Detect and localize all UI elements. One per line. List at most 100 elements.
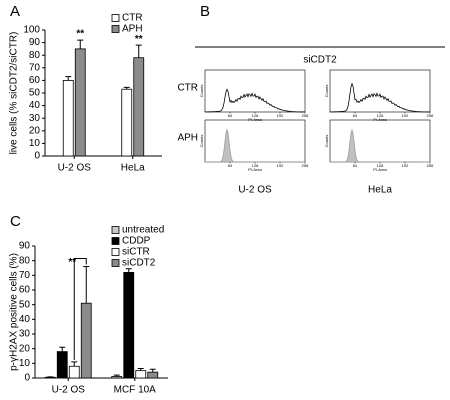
y-tick-label: 40 <box>29 100 41 111</box>
x-tick-label: 128 <box>252 113 259 118</box>
error-bar <box>137 367 144 371</box>
x-tick-label: 64 <box>228 113 233 118</box>
x-axis-label: PI-Area <box>248 167 262 172</box>
column-label: U-2 OS <box>238 185 272 196</box>
legend-swatch <box>111 14 120 22</box>
y-tick-label: 10 <box>19 358 31 369</box>
bar <box>133 57 145 157</box>
panel-label: B <box>200 3 210 20</box>
x-tick-label: 128 <box>377 163 384 168</box>
error-bar <box>125 268 132 273</box>
x-tick-label: U-2 OS <box>58 163 92 174</box>
legend-swatch <box>111 259 120 267</box>
panel-label: C <box>10 213 21 230</box>
error-bar <box>77 39 84 49</box>
y-axis-label: p-γH2AX positive cells (%) <box>9 253 20 371</box>
legend-label: siCTR <box>122 247 150 258</box>
x-tick-label: 64 <box>353 163 358 168</box>
column-label: HeLa <box>368 185 392 196</box>
y-tick-label: 90 <box>29 37 41 48</box>
histogram-frame <box>329 69 431 113</box>
legend-label: untreated <box>122 225 164 236</box>
y-tick-label: 30 <box>29 113 41 124</box>
y-tick-label: 20 <box>29 125 41 136</box>
x-axis-label: PI-Area <box>373 167 387 172</box>
error-bar <box>149 368 156 373</box>
x-axis-label: PI-Area <box>248 117 262 122</box>
y-tick-label: 0 <box>34 151 40 162</box>
legend-label: CDDP <box>122 236 151 247</box>
legend-swatch <box>111 25 120 33</box>
x-tick-label: 64 <box>353 113 358 118</box>
panel-label: A <box>10 3 20 20</box>
histogram <box>205 128 305 163</box>
bar <box>62 80 74 157</box>
row-label: APH <box>177 133 198 144</box>
x-tick-label: 192 <box>277 163 284 168</box>
x-tick-label: 256 <box>427 163 434 168</box>
y-tick-label: 50 <box>19 299 31 310</box>
error-bar <box>113 374 120 377</box>
x-axis-label: PI-Area <box>373 117 387 122</box>
bar <box>56 351 68 379</box>
histogram <box>329 82 431 113</box>
x-tick-label: 128 <box>377 113 384 118</box>
error-bar <box>65 76 72 81</box>
significance: ** <box>68 257 76 268</box>
error-bar <box>123 86 130 90</box>
flow-title: siCDT2 <box>303 55 337 66</box>
histogram-frame <box>204 69 306 113</box>
legend-swatch <box>111 248 120 256</box>
x-tick-label: 256 <box>302 163 309 168</box>
x-tick-label: 256 <box>302 113 309 118</box>
error-bar <box>83 266 90 304</box>
x-tick-label: 192 <box>277 113 284 118</box>
y-tick-label: 60 <box>29 75 41 86</box>
histogram <box>330 128 430 163</box>
bar <box>121 88 133 157</box>
bar <box>74 48 86 157</box>
y-tick-label: 20 <box>19 343 31 354</box>
y-tick-label: 60 <box>19 285 31 296</box>
y-tick-label: 100 <box>23 25 40 36</box>
y-tick-label: 0 <box>24 373 30 384</box>
x-tick-label: MCF 10A <box>114 385 157 396</box>
y-axis-label: Counts <box>324 135 329 148</box>
bar <box>44 376 56 379</box>
legend-swatch <box>111 226 120 234</box>
x-tick-label: U-2 OS <box>52 385 86 396</box>
histogram <box>204 88 306 113</box>
significance: ** <box>135 34 143 45</box>
legend-label: CTR <box>122 13 143 24</box>
bar <box>147 371 159 379</box>
y-axis-label: Counts <box>199 135 204 148</box>
legend-label: APH <box>122 24 143 35</box>
legend-label: siCDT2 <box>122 258 156 269</box>
bar <box>123 271 135 379</box>
y-axis-label: Counts <box>199 85 204 98</box>
x-tick-label: 192 <box>402 113 409 118</box>
bar <box>68 365 80 379</box>
x-tick-label: 64 <box>228 163 233 168</box>
error-bar <box>135 44 142 58</box>
y-tick-label: 90 <box>19 241 31 252</box>
row-label: CTR <box>177 83 198 94</box>
bar <box>111 376 123 379</box>
y-tick-label: 10 <box>29 138 41 149</box>
y-tick-label: 40 <box>19 314 31 325</box>
x-tick-label: 128 <box>252 163 259 168</box>
x-tick-label: 256 <box>427 113 434 118</box>
significance-bracket <box>73 258 87 360</box>
histogram-frame <box>204 119 306 163</box>
legend-swatch <box>111 237 120 245</box>
x-tick-label: HeLa <box>121 163 145 174</box>
significance: ** <box>76 29 84 40</box>
bar <box>135 370 147 379</box>
error-bar <box>59 346 66 352</box>
histogram-frame <box>329 119 431 163</box>
bar <box>80 302 92 379</box>
x-tick-label: 192 <box>402 163 409 168</box>
y-tick-label: 70 <box>29 62 41 73</box>
y-tick-label: 80 <box>19 255 31 266</box>
